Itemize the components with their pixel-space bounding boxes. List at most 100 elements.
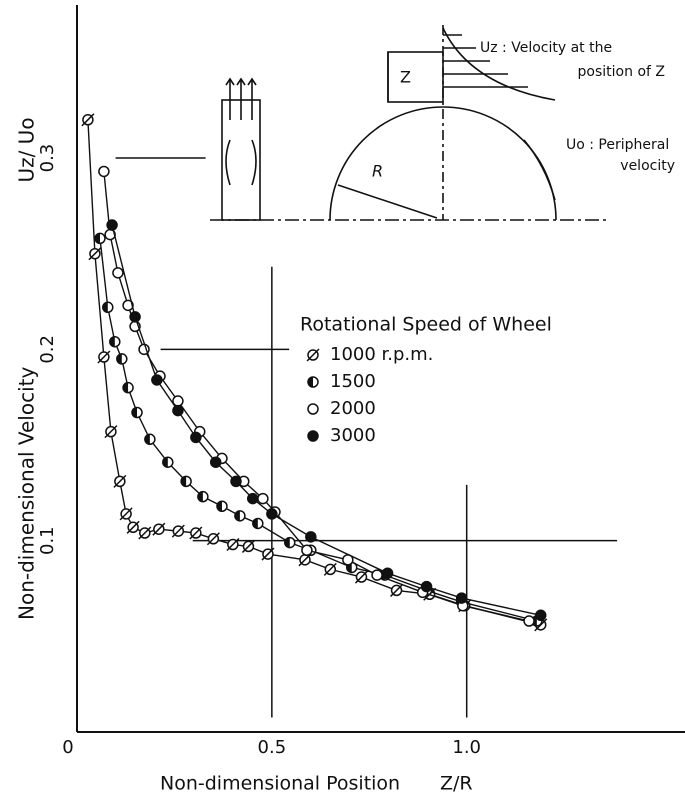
data-point — [258, 494, 268, 504]
marker-outline — [524, 616, 534, 626]
x-axis-symbol: Z/R — [440, 773, 473, 795]
annotation: position of Z — [578, 64, 665, 80]
data-point — [130, 312, 140, 322]
data-point — [355, 571, 367, 583]
data-point — [163, 457, 173, 467]
legend-marker — [307, 349, 319, 361]
x-tick-label: 0.5 — [258, 737, 287, 758]
chart: Z Uz : Velocity at the position of Z Uo … — [0, 0, 685, 799]
data-point — [242, 540, 254, 552]
data-point — [324, 563, 336, 575]
data-point — [231, 476, 241, 486]
data-point — [211, 457, 221, 467]
legend-title: Rotational Speed of Wheel — [300, 314, 552, 336]
data-point — [253, 518, 263, 528]
marker-outline — [152, 375, 162, 385]
data-point — [110, 337, 120, 347]
marker-outline — [302, 545, 312, 555]
data-point — [153, 523, 165, 535]
data-point — [267, 509, 277, 519]
data-point — [383, 568, 393, 578]
annotation: Uo : Peripheral — [566, 137, 669, 153]
marker-outline — [536, 610, 546, 620]
legend-label: 3000 — [330, 425, 376, 446]
marker-outline — [308, 404, 318, 414]
legend-marker — [308, 431, 318, 441]
marker-outline — [422, 582, 432, 592]
marker-outline — [99, 166, 109, 176]
marker-outline — [258, 494, 268, 504]
data-point — [302, 545, 312, 555]
data-point — [198, 492, 208, 502]
data-point — [285, 538, 295, 548]
data-point — [82, 114, 94, 126]
y-axis-label: Non-dimensional Velocity — [15, 367, 39, 620]
marker-outline — [130, 312, 140, 322]
legend-item: 2000 — [308, 398, 376, 419]
data-point — [139, 527, 151, 539]
data-point — [173, 406, 183, 416]
radius-arrow — [338, 185, 437, 218]
y-axis-symbol: Uz/ Uo — [15, 117, 39, 182]
legend-marker — [308, 377, 318, 387]
legend-item: 1500 — [308, 371, 376, 392]
legend-item: 1000 r.p.m. — [307, 344, 433, 365]
marker-outline — [191, 432, 201, 442]
marker-outline — [173, 406, 183, 416]
annotation: Z — [400, 68, 411, 87]
data-point — [235, 511, 245, 521]
data-point — [181, 476, 191, 486]
marker-outline — [308, 431, 318, 441]
marker-outline — [372, 570, 382, 580]
data-point — [107, 220, 117, 230]
y-tick-label: 0.2 — [37, 335, 58, 364]
data-point — [89, 248, 101, 260]
data-point — [152, 375, 162, 385]
data-point — [145, 434, 155, 444]
data-point — [105, 426, 117, 438]
annotation: velocity — [620, 158, 675, 174]
data-point — [306, 532, 316, 542]
inset-diagram: Z Uz : Velocity at the position of Z Uo … — [210, 25, 675, 220]
data-point — [120, 508, 132, 520]
legend-label: 2000 — [330, 398, 376, 419]
marker-outline — [113, 268, 123, 278]
legend-label: 1500 — [330, 371, 376, 392]
marker-outline — [211, 457, 221, 467]
data-point — [114, 475, 126, 487]
data-point — [127, 521, 139, 533]
y-tick-label: 0.3 — [37, 144, 58, 173]
data-point — [217, 501, 227, 511]
marker-outline — [383, 568, 393, 578]
column-arrows — [226, 79, 256, 185]
data-point — [190, 527, 202, 539]
data-point — [207, 533, 219, 545]
velocity-profile — [443, 28, 555, 100]
data-point — [422, 582, 432, 592]
data-point — [113, 268, 123, 278]
data-point — [372, 570, 382, 580]
curve — [100, 238, 537, 621]
marker-outline — [267, 509, 277, 519]
z-box — [388, 52, 443, 102]
x-axis-label: Non-dimensional Position — [160, 773, 400, 795]
legend-marker — [308, 404, 318, 414]
data-point — [524, 616, 534, 626]
marker-outline — [231, 476, 241, 486]
data-point — [132, 408, 142, 418]
data-point — [248, 494, 258, 504]
data-point — [457, 593, 467, 603]
data-point — [172, 525, 184, 537]
marker-outline — [248, 494, 258, 504]
legend-label: 1000 r.p.m. — [330, 344, 433, 365]
data-point — [391, 584, 403, 596]
data-point — [99, 166, 109, 176]
data-point — [536, 610, 546, 620]
data-point — [103, 302, 113, 312]
page: {"chart_data": {"type": "scatter", "x_la… — [0, 0, 685, 799]
peripheral-arrow — [524, 140, 555, 200]
marker-outline — [107, 220, 117, 230]
data-point — [98, 351, 110, 363]
annotation: Uz : Velocity at the — [480, 40, 612, 56]
data-point — [95, 233, 105, 243]
